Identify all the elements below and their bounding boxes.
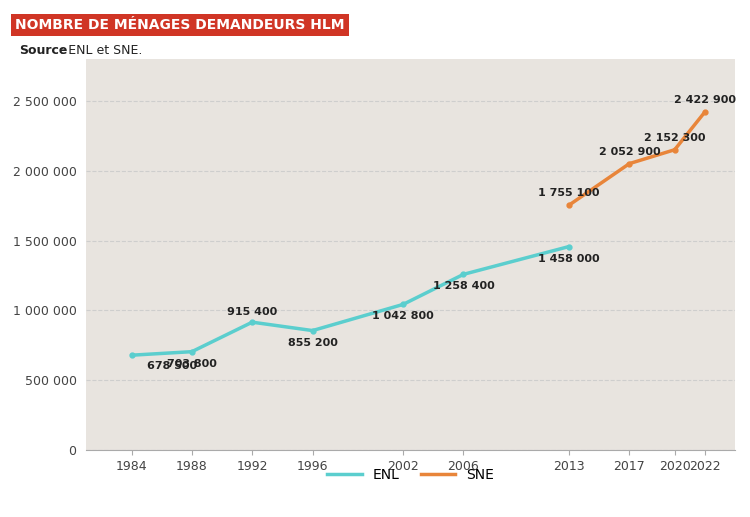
Text: 678 500: 678 500	[146, 361, 196, 371]
Text: 2 152 300: 2 152 300	[644, 133, 706, 143]
Text: 1 042 800: 1 042 800	[372, 311, 434, 322]
Text: Source: Source	[19, 44, 68, 57]
Legend: ENL, SNE: ENL, SNE	[322, 463, 500, 488]
Text: 2 052 900: 2 052 900	[598, 147, 660, 157]
Text: 855 200: 855 200	[287, 338, 338, 347]
Text: 915 400: 915 400	[227, 307, 278, 316]
Text: 1 755 100: 1 755 100	[538, 188, 600, 198]
Text: : ENL et SNE.: : ENL et SNE.	[56, 44, 142, 57]
Text: 1 258 400: 1 258 400	[433, 281, 494, 292]
Text: NOMBRE DE MÉNAGES DEMANDEURS HLM: NOMBRE DE MÉNAGES DEMANDEURS HLM	[15, 18, 344, 32]
Text: 703 800: 703 800	[167, 359, 217, 369]
Text: 2 422 900: 2 422 900	[674, 95, 736, 105]
Text: 1 458 000: 1 458 000	[538, 253, 600, 264]
